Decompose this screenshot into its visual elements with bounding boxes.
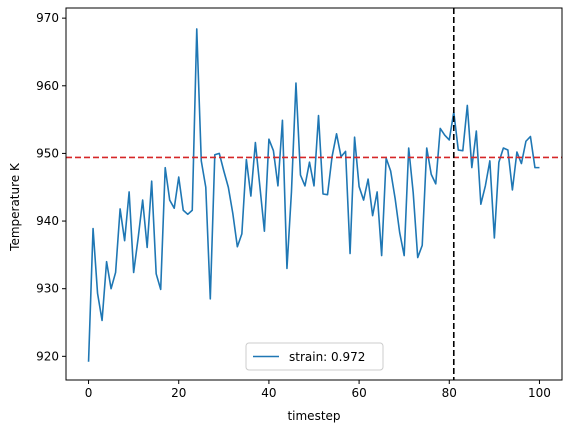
y-tick-label: 950: [36, 146, 59, 160]
x-tick-label: 0: [85, 386, 93, 400]
plot-content: [66, 8, 562, 380]
axes-border: [65, 7, 563, 381]
legend-entry-label: strain: 0.972: [289, 350, 365, 364]
y-axis-label: Temperature K: [8, 162, 22, 252]
y-axis-ticks: 920 930 940 950 960 970: [36, 11, 66, 363]
y-tick-label: 960: [36, 79, 59, 93]
x-tick-label: 100: [528, 386, 551, 400]
y-tick-label: 920: [36, 349, 59, 363]
series-line-0: [87, 28, 540, 362]
y-tick-label: 970: [36, 11, 59, 25]
x-axis-label: timestep: [287, 409, 340, 423]
legend: strain: 0.972: [245, 342, 384, 371]
x-axis-ticks: 0 20 40 60 80 100: [85, 380, 551, 400]
x-tick-label: 60: [351, 386, 366, 400]
x-tick-label: 40: [261, 386, 276, 400]
y-tick-label: 930: [36, 282, 59, 296]
legend-box: [245, 342, 384, 371]
axes-frame: [65, 7, 563, 381]
y-tick-label: 940: [36, 214, 59, 228]
x-tick-label: 20: [171, 386, 186, 400]
x-tick-label: 80: [442, 386, 457, 400]
